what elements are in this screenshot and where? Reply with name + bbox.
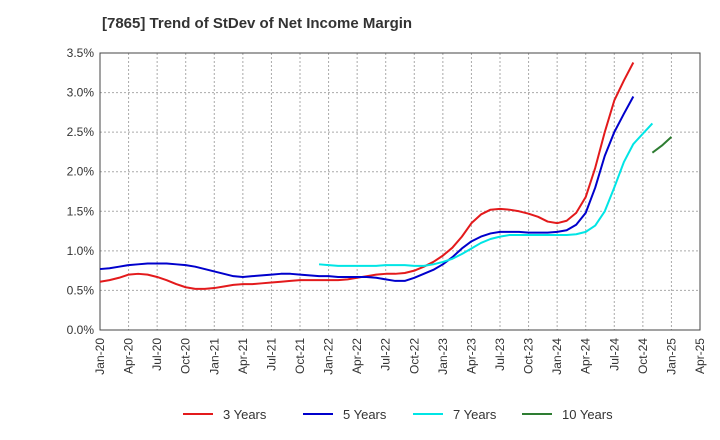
x-tick-label: Jul-21 [264, 338, 278, 371]
x-tick-label: Apr-20 [122, 338, 136, 374]
y-tick-label: 3.5% [67, 46, 95, 60]
x-tick-label: Oct-22 [407, 338, 421, 374]
plot-area [99, 52, 701, 331]
series-line [318, 122, 654, 267]
x-tick-label: Apr-22 [350, 338, 364, 374]
x-tick-label: Jul-23 [493, 338, 507, 371]
series-line [99, 96, 635, 282]
legend-label: 7 Years [453, 407, 497, 422]
x-tick-label: Oct-23 [522, 338, 536, 374]
y-tick-label: 1.0% [67, 244, 95, 258]
x-tick-label: Oct-20 [179, 338, 193, 374]
chart-title: [7865] Trend of StDev of Net Income Marg… [102, 15, 412, 32]
y-tick-label: 2.0% [67, 165, 95, 179]
x-tick-label: Jul-20 [150, 338, 164, 371]
x-tick-label: Jan-21 [207, 338, 221, 375]
series-line [651, 136, 673, 154]
x-tick-label: Apr-25 [693, 338, 707, 374]
x-tick-label: Oct-24 [636, 338, 650, 374]
x-tick-label: Jul-22 [379, 338, 393, 371]
y-tick-label: 3.0% [67, 86, 95, 100]
y-tick-label: 2.5% [67, 125, 95, 139]
y-tick-label: 1.5% [67, 204, 95, 218]
x-tick-label: Oct-21 [293, 338, 307, 374]
x-tick-label: Jan-23 [436, 338, 450, 375]
x-tick-label: Jan-25 [664, 338, 678, 375]
series-line [99, 62, 635, 290]
legend-label: 5 Years [343, 407, 387, 422]
x-axis: Jan-20 Apr-20 Jul-20 Oct-20 Jan-21 Apr-21 Jul-… [93, 338, 707, 375]
grid [100, 53, 700, 330]
x-tick-label: Apr-24 [579, 338, 593, 374]
series-lines [99, 62, 673, 290]
x-tick-label: Jul-24 [607, 338, 621, 371]
legend-label: 10 Years [562, 407, 613, 422]
y-tick-label: 0.0% [67, 323, 95, 337]
x-tick-label: Jan-22 [322, 338, 336, 375]
x-tick-label: Apr-21 [236, 338, 250, 374]
x-tick-label: Jan-24 [550, 338, 564, 375]
y-axis: 0.0% 0.5% 1.0% 1.5% 2.0% 2.5% 3.0% 3.5% [67, 46, 95, 337]
x-tick-label: Apr-23 [464, 338, 478, 374]
legend: 3 Years 5 Years 7 Years 10 Years [183, 407, 613, 422]
x-tick-label: Jan-20 [93, 338, 107, 375]
legend-label: 3 Years [223, 407, 267, 422]
y-tick-label: 0.5% [67, 283, 95, 297]
